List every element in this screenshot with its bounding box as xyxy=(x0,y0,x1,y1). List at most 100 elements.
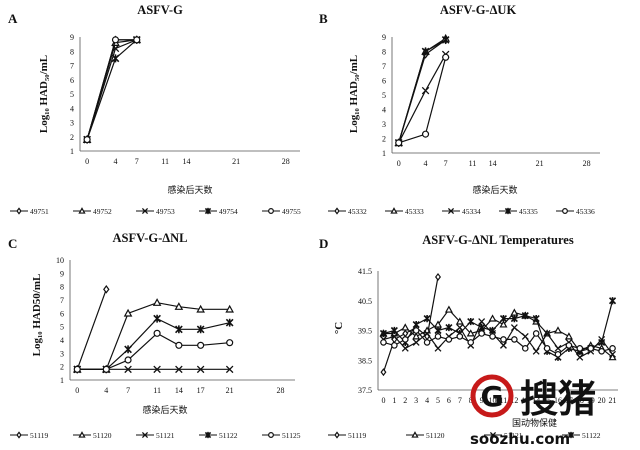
point-marker-star xyxy=(124,345,132,354)
point-marker-x xyxy=(412,338,420,346)
legend-label: 45334 xyxy=(462,207,481,216)
y-tick-label: 41.5 xyxy=(358,267,372,276)
point-marker-circle xyxy=(226,339,234,347)
y-tick-label: 37.5 xyxy=(358,386,372,395)
x-tick-label: 17 xyxy=(565,396,573,405)
point-marker-diamond xyxy=(380,368,387,377)
point-marker-circle xyxy=(478,330,485,337)
panel-d: D ASFV-G-ΔNL Temperatures 37.5 38.5 39.5 40.5… xyxy=(319,233,618,440)
point-marker-diamond xyxy=(16,431,22,439)
legend-entry: 45332 xyxy=(328,207,367,216)
x-tick-label: 28 xyxy=(583,159,591,168)
y-tick-label: 6 xyxy=(382,77,386,86)
y-tick-label: 3 xyxy=(382,120,386,129)
y-tick-label: 9 xyxy=(382,33,386,42)
y-axis-label: Log₁₀ HAD50/mL xyxy=(31,274,43,357)
x-tick-label: 14 xyxy=(532,396,540,405)
x-tick-label: 5 xyxy=(436,396,440,405)
x-tick-label: 0 xyxy=(381,396,385,405)
point-marker-circle xyxy=(197,341,205,349)
chart-title: ASFV-G-ΔNL Temperatures xyxy=(422,233,574,247)
point-marker-x xyxy=(576,353,584,361)
point-marker-star xyxy=(153,314,161,323)
point-marker-star xyxy=(510,315,518,323)
x-tick-label: 7 xyxy=(126,386,130,395)
legend-label: 51120 xyxy=(426,431,445,440)
point-marker-circle xyxy=(102,365,110,373)
series-45336 xyxy=(395,53,450,147)
y-tick-label: 2 xyxy=(382,135,386,144)
point-marker-star xyxy=(521,312,529,320)
y-tick-label: 5 xyxy=(382,91,386,100)
x-tick-label: 7 xyxy=(444,159,448,168)
x-tick-label: 16 xyxy=(554,396,562,405)
point-marker-diamond xyxy=(334,207,340,215)
point-marker-x xyxy=(543,330,551,337)
chart-title: ASFV-G xyxy=(137,3,183,17)
chart-title: ASFV-G-ΔNL xyxy=(113,231,188,245)
y-tick-label: 9 xyxy=(60,269,64,278)
legend-label: 51122 xyxy=(219,431,238,440)
point-marker-diamond xyxy=(334,431,340,439)
x-tick-label: 7 xyxy=(135,157,139,166)
point-marker-circle xyxy=(445,336,453,343)
y-tick-label: 1 xyxy=(60,376,64,385)
point-marker-star xyxy=(204,431,212,439)
series-line xyxy=(398,39,447,143)
point-marker-circle xyxy=(83,136,91,144)
point-marker-circle xyxy=(456,333,464,340)
legend-entry: 51119 xyxy=(328,431,366,440)
y-tick-label: 2 xyxy=(60,363,64,372)
point-marker-star xyxy=(598,338,606,346)
series-49755 xyxy=(83,36,141,144)
x-tick-label: 9 xyxy=(480,396,484,405)
y-tick-label: 7 xyxy=(60,296,64,305)
point-marker-circle xyxy=(434,333,442,340)
series-line xyxy=(76,289,107,370)
series-45335 xyxy=(394,35,450,147)
point-marker-triangle xyxy=(174,302,184,310)
point-marker-star xyxy=(421,47,430,56)
legend-entry: 45333 xyxy=(385,207,424,216)
point-marker-circle xyxy=(175,341,183,349)
point-marker-circle xyxy=(489,333,496,340)
point-marker-star xyxy=(204,207,212,215)
series-line xyxy=(383,329,613,356)
point-marker-x xyxy=(196,365,205,374)
legend-entry: 49755 xyxy=(262,207,301,216)
point-marker-x xyxy=(532,347,540,355)
x-tick-label: 19 xyxy=(587,396,595,405)
point-marker-x xyxy=(489,431,497,439)
legend-entry: 51120 xyxy=(406,431,445,440)
point-marker-x xyxy=(141,431,149,439)
point-marker-x xyxy=(423,330,431,337)
series-51119 xyxy=(74,285,110,374)
watermark-brand: 搜猪 xyxy=(520,377,596,421)
x-tick-label: 4 xyxy=(113,157,117,166)
panel-b: B ASFV-G-ΔUK 1 2 3 4 5 6 7 8 9 0 4 7 11 14 21 28 感染后天数 Log₁… xyxy=(319,3,600,216)
y-axis-label: °C xyxy=(333,322,345,334)
point-marker-star xyxy=(499,315,508,323)
point-marker-star xyxy=(412,320,420,329)
point-marker-circle xyxy=(576,345,584,352)
point-marker-star xyxy=(478,323,486,332)
legend-entry: 51120 xyxy=(73,431,112,440)
y-tick-label: 6 xyxy=(70,76,74,85)
point-marker-diamond xyxy=(103,285,110,294)
point-marker-star xyxy=(567,431,575,439)
point-marker-triangle xyxy=(390,207,398,214)
point-marker-star xyxy=(196,325,205,334)
x-tick-label: 10 xyxy=(489,396,497,405)
y-tick-label: 10 xyxy=(56,256,64,265)
point-marker-circle xyxy=(395,139,403,147)
x-tick-label: 28 xyxy=(282,157,290,166)
point-marker-star xyxy=(441,35,450,44)
legend-entry: 51121 xyxy=(484,431,523,440)
point-marker-triangle xyxy=(78,431,86,438)
point-marker-triangle xyxy=(401,323,410,331)
watermark-site: soozhu.com xyxy=(470,430,570,448)
point-marker-triangle xyxy=(488,314,497,322)
x-tick-label: 7 xyxy=(458,396,462,405)
point-marker-circle xyxy=(500,336,507,343)
legend-entry: 45336 xyxy=(556,207,595,216)
